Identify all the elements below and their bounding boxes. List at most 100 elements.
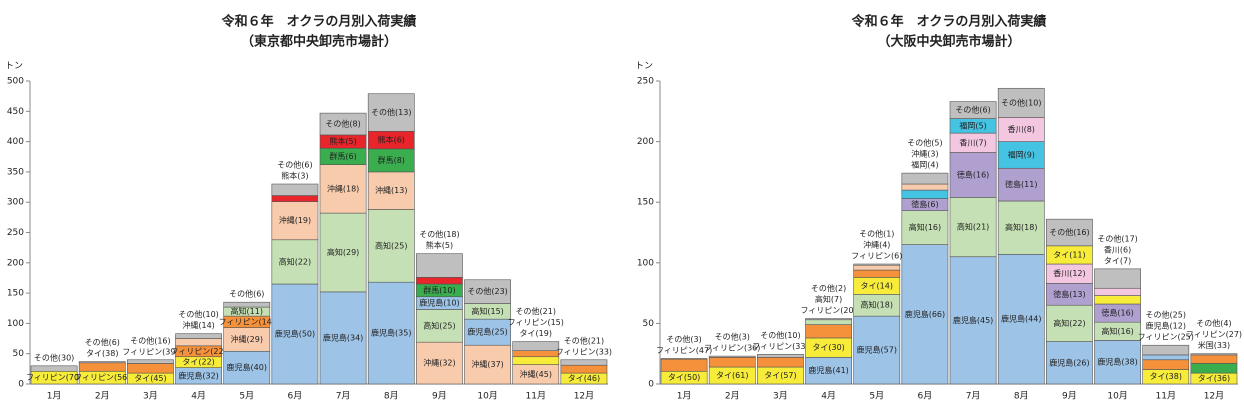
- outside-label: 高知(7): [815, 294, 842, 304]
- y-tick-label: 450: [7, 107, 24, 117]
- segment-label: 福岡(9): [1008, 150, 1035, 159]
- segment-label: その他(16): [1049, 227, 1089, 237]
- segment-label: 鹿児島(66): [905, 309, 945, 319]
- segment-label: 鹿児島(40): [227, 362, 267, 372]
- segment-label: タイ(50): [668, 373, 700, 382]
- segment-label: その他(23): [467, 286, 507, 296]
- bar-segment: [660, 358, 708, 372]
- segment-label: その他(10): [1001, 97, 1041, 107]
- bar-segment: [901, 244, 949, 385]
- segment-label: 沖縄(45): [520, 369, 552, 379]
- bar-segment: [319, 291, 367, 385]
- bar-segment: [223, 350, 271, 385]
- outside-label: フィリピン(47): [656, 346, 712, 355]
- bar-segment: [1142, 354, 1190, 361]
- bar-segment: [512, 356, 560, 365]
- outside-label: フィリピン(27): [1186, 330, 1242, 339]
- outside-label: 熊本(5): [426, 240, 453, 250]
- segment-label: タイ(36): [1198, 374, 1230, 383]
- x-tick-label: 4月: [191, 391, 206, 402]
- segment-label: 鹿児島(26): [1049, 357, 1089, 367]
- bar-segment: [416, 309, 463, 343]
- bar-segment: [1190, 353, 1238, 356]
- segment-label: 徳島(13): [1053, 289, 1085, 299]
- bar-segment: [997, 141, 1045, 169]
- bar-segment: [901, 172, 949, 185]
- y-tick-label: 250: [7, 228, 24, 238]
- outside-label: その他(5): [907, 138, 942, 148]
- y-tick-label: 350: [7, 167, 24, 177]
- bar-segment: [853, 263, 901, 266]
- bar-segment: [708, 355, 756, 358]
- x-tick-label: 10月: [477, 391, 497, 402]
- bar-segment: [1094, 287, 1141, 296]
- segment-label: 沖縄(29): [231, 334, 263, 344]
- bar-segment: [805, 318, 852, 321]
- y-tick-label: 250: [637, 77, 654, 87]
- outside-label: その他(21): [516, 306, 556, 316]
- bar-segment: [223, 301, 271, 308]
- x-tick-label: 3月: [143, 391, 158, 402]
- bar-segment: [127, 359, 174, 364]
- bar-segment: [271, 201, 319, 241]
- bar-segment: [30, 365, 78, 372]
- x-tick-label: 1月: [677, 391, 692, 402]
- segment-label: フィリピン(56): [74, 373, 130, 382]
- y-tick-label: 300: [7, 198, 24, 208]
- y-tick-label: 150: [7, 289, 24, 299]
- segment-label: 熊本(6): [378, 135, 405, 145]
- segment-label: 沖縄(37): [471, 359, 503, 369]
- x-tick-label: 12月: [574, 391, 594, 402]
- outside-label: フィリピン(6): [851, 252, 902, 261]
- x-tick-label: 1月: [47, 391, 62, 402]
- x-tick-label: 12月: [1204, 391, 1224, 402]
- segment-label: 福岡(5): [959, 121, 986, 130]
- bar-segment: [853, 264, 901, 271]
- segment-label: タイ(57): [764, 371, 796, 380]
- outside-label: その他(17): [1097, 233, 1137, 243]
- bar-segment: [367, 171, 415, 210]
- y-tick-label: 0: [18, 380, 24, 390]
- bar-segment: [175, 333, 222, 339]
- bar-segment: [901, 189, 949, 199]
- segment-label: その他(8): [325, 119, 360, 129]
- segment-label: 高知(16): [909, 222, 941, 232]
- segment-label: タイ(38): [1150, 372, 1182, 381]
- segment-label: 徳島(16): [957, 169, 989, 179]
- x-tick-label: 7月: [336, 391, 351, 402]
- outside-label: その他(21): [564, 335, 604, 345]
- y-axis-label: トン: [635, 62, 653, 72]
- segment-label: 鹿児島(50): [275, 329, 315, 339]
- segment-label: フィリピン(70): [26, 373, 82, 382]
- chart-title: 令和６年 オクラの月別入荷実績: [852, 14, 1047, 30]
- outside-label: その他(18): [419, 229, 459, 239]
- bar-segment: [271, 239, 319, 285]
- bar-segment: [1094, 268, 1141, 289]
- bar-segment: [560, 364, 608, 374]
- bar-segment: [271, 195, 319, 202]
- segment-label: 熊本(5): [329, 136, 356, 146]
- outside-label: その他(6): [277, 160, 312, 170]
- bar-segment: [175, 338, 222, 347]
- x-tick-label: 11月: [526, 391, 546, 402]
- x-tick-label: 2月: [95, 391, 110, 402]
- segment-label: 鹿児島(35): [371, 328, 411, 338]
- segment-label: フィリピン(22): [170, 347, 226, 356]
- segment-label: 沖縄(18): [327, 183, 359, 193]
- segment-label: 徳島(16): [1101, 308, 1133, 318]
- outside-label: 沖縄(4): [863, 240, 890, 250]
- bar-segment: [367, 93, 415, 132]
- x-tick-label: 3月: [773, 391, 788, 402]
- segment-label: 高知(22): [279, 256, 311, 266]
- bar-segment: [1190, 363, 1238, 374]
- outside-label: その他(1): [859, 229, 894, 239]
- bar-segment: [757, 357, 804, 368]
- outside-label: フィリピン(15): [508, 318, 564, 327]
- outside-label: その他(6): [85, 337, 120, 347]
- x-tick-label: 9月: [432, 391, 447, 402]
- segment-label: フィリピン(14): [219, 317, 275, 326]
- bar-segment: [757, 354, 804, 358]
- outside-label: フィリピン(33): [752, 342, 808, 351]
- bar-segment: [464, 344, 511, 385]
- bar-segment: [1094, 295, 1141, 305]
